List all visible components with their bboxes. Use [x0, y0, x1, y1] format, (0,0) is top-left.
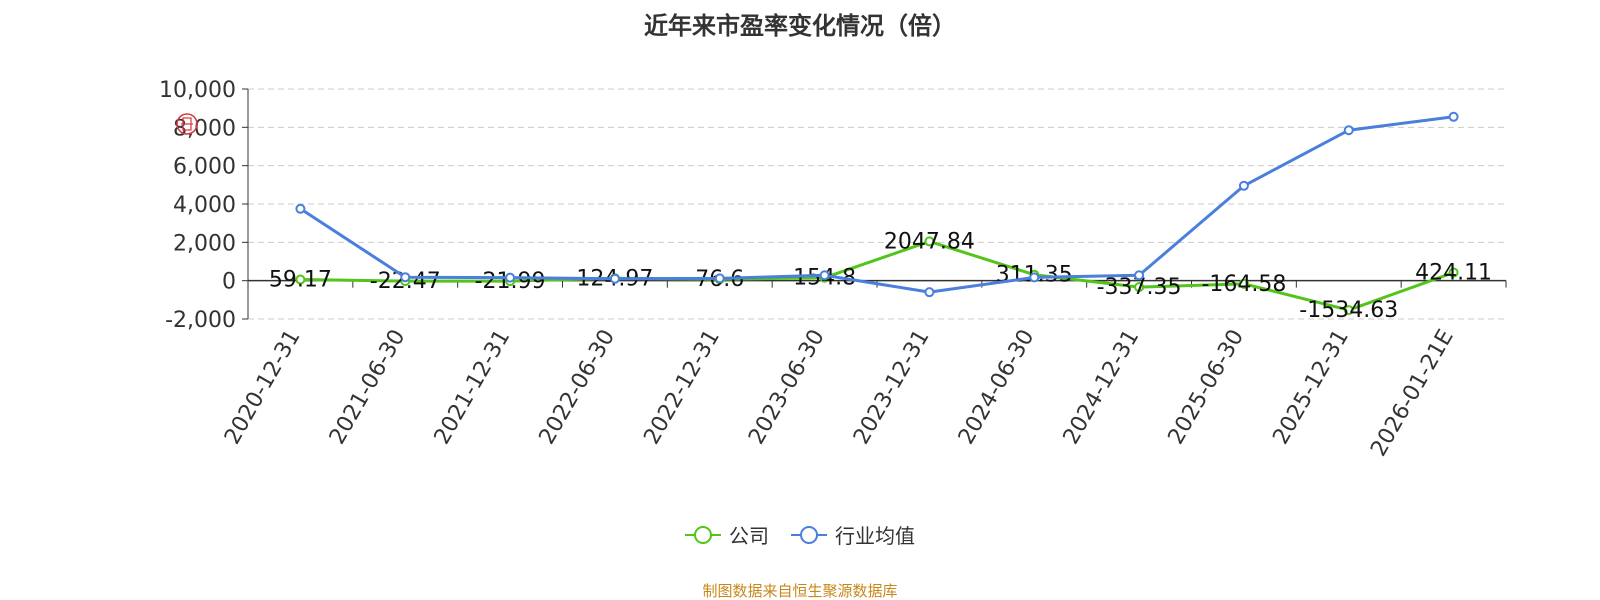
series-line-1: [299, 115, 1454, 294]
y-tick-label: 4,000: [173, 193, 236, 218]
data-point-0: [1448, 267, 1459, 278]
x-tick-label: 2025-12-31: [1268, 326, 1354, 449]
data-point-1: [1029, 272, 1040, 283]
data-point-1: [924, 287, 935, 298]
data-label: 2047.84: [884, 229, 975, 254]
y-tick-label: 10,000: [159, 78, 236, 103]
x-tick-label: 2024-12-31: [1059, 326, 1145, 449]
data-point-0: [924, 236, 935, 247]
y-tick-label: 0: [222, 270, 236, 295]
data-point-1: [1448, 111, 1459, 122]
legend-item-industry[interactable]: 行业均值: [791, 520, 915, 549]
series-line-0: [300, 239, 1455, 312]
x-tick-label: 2026-01-21E: [1366, 326, 1459, 461]
data-point-1: [1238, 180, 1249, 191]
x-tick-label: 2021-12-31: [430, 326, 516, 449]
legend-label-industry: 行业均值: [835, 524, 915, 548]
x-tick-label: 2022-06-30: [535, 326, 621, 449]
y-tick-label: 2,000: [173, 231, 236, 256]
x-tick-label: 2022-12-31: [639, 326, 725, 449]
data-point-1: [1343, 125, 1354, 136]
y-tick-label: 6,000: [173, 155, 236, 180]
data-point-0: [295, 274, 306, 285]
red-seal-icon: [176, 113, 198, 135]
x-tick-label: 2023-06-30: [744, 326, 830, 449]
x-tick-label: 2020-12-31: [220, 326, 306, 449]
data-label: -164.58: [1201, 272, 1286, 297]
data-label: 59.17: [269, 268, 332, 293]
y-tick-label: -2,000: [165, 308, 236, 333]
data-point-1: [609, 273, 620, 284]
data-point-0: [1238, 278, 1249, 289]
x-tick-label: 2025-06-30: [1164, 326, 1250, 449]
data-point-1: [295, 203, 306, 214]
data-point-1: [819, 270, 830, 281]
data-label: -1534.63: [1299, 298, 1398, 323]
data-point-0: [1134, 282, 1145, 293]
legend-label-company: 公司: [729, 524, 769, 548]
chart-plot: 10,0008,0006,0004,0002,0000-2,0002020-12…: [159, 78, 1507, 461]
legend-line-circle-icon: [685, 525, 721, 544]
chart-title: 近年来市盈率变化情况（倍）: [644, 12, 956, 40]
data-point-1: [400, 272, 411, 283]
data-point-1: [505, 272, 516, 283]
x-tick-label: 2024-06-30: [954, 326, 1040, 449]
source-note: 制图数据来自恒生聚源数据库: [702, 582, 898, 600]
legend-line-circle-icon: [791, 525, 827, 544]
data-point-1: [714, 273, 725, 284]
x-tick-label: 2021-06-30: [325, 326, 411, 449]
data-point-0: [1343, 305, 1354, 316]
x-tick-label: 2023-12-31: [849, 326, 935, 449]
data-label: 424.11: [1415, 261, 1492, 286]
legend-item-company[interactable]: 公司: [685, 520, 769, 549]
data-point-1: [1134, 270, 1145, 281]
chart-legend: 公司 行业均值: [0, 520, 1600, 549]
